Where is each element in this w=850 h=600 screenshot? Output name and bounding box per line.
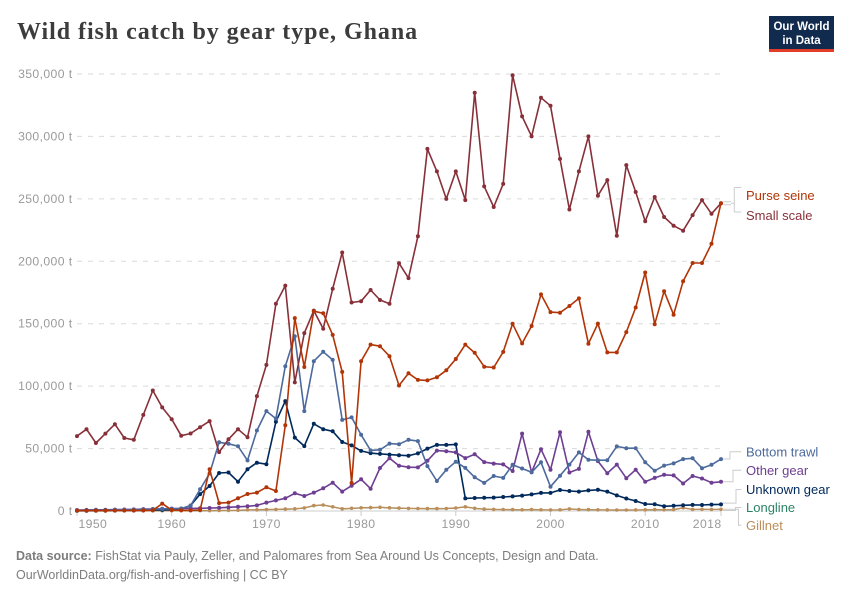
svg-text:Other gear: Other gear (746, 463, 809, 478)
svg-text:Gillnet: Gillnet (746, 518, 783, 533)
svg-text:200,000 t: 200,000 t (18, 254, 73, 268)
svg-text:Unknown gear: Unknown gear (746, 482, 830, 497)
svg-text:2000: 2000 (536, 517, 565, 531)
svg-text:250,000 t: 250,000 t (18, 192, 73, 206)
svg-text:1990: 1990 (441, 517, 470, 531)
svg-text:2010: 2010 (631, 517, 660, 531)
svg-text:100,000 t: 100,000 t (18, 379, 73, 393)
svg-text:Purse seine: Purse seine (746, 188, 815, 203)
svg-text:1950: 1950 (79, 517, 108, 531)
svg-text:Longline: Longline (746, 500, 795, 515)
svg-text:150,000 t: 150,000 t (18, 317, 73, 331)
svg-text:Small scale: Small scale (746, 208, 812, 223)
svg-text:2018: 2018 (693, 517, 722, 531)
svg-text:1970: 1970 (252, 517, 281, 531)
svg-text:50,000 t: 50,000 t (25, 442, 72, 456)
svg-text:350,000 t: 350,000 t (18, 67, 73, 81)
svg-text:1980: 1980 (347, 517, 376, 531)
svg-text:300,000 t: 300,000 t (18, 129, 73, 143)
svg-text:Bottom trawl: Bottom trawl (746, 444, 818, 459)
svg-text:0 t: 0 t (58, 504, 73, 518)
svg-text:1960: 1960 (157, 517, 186, 531)
